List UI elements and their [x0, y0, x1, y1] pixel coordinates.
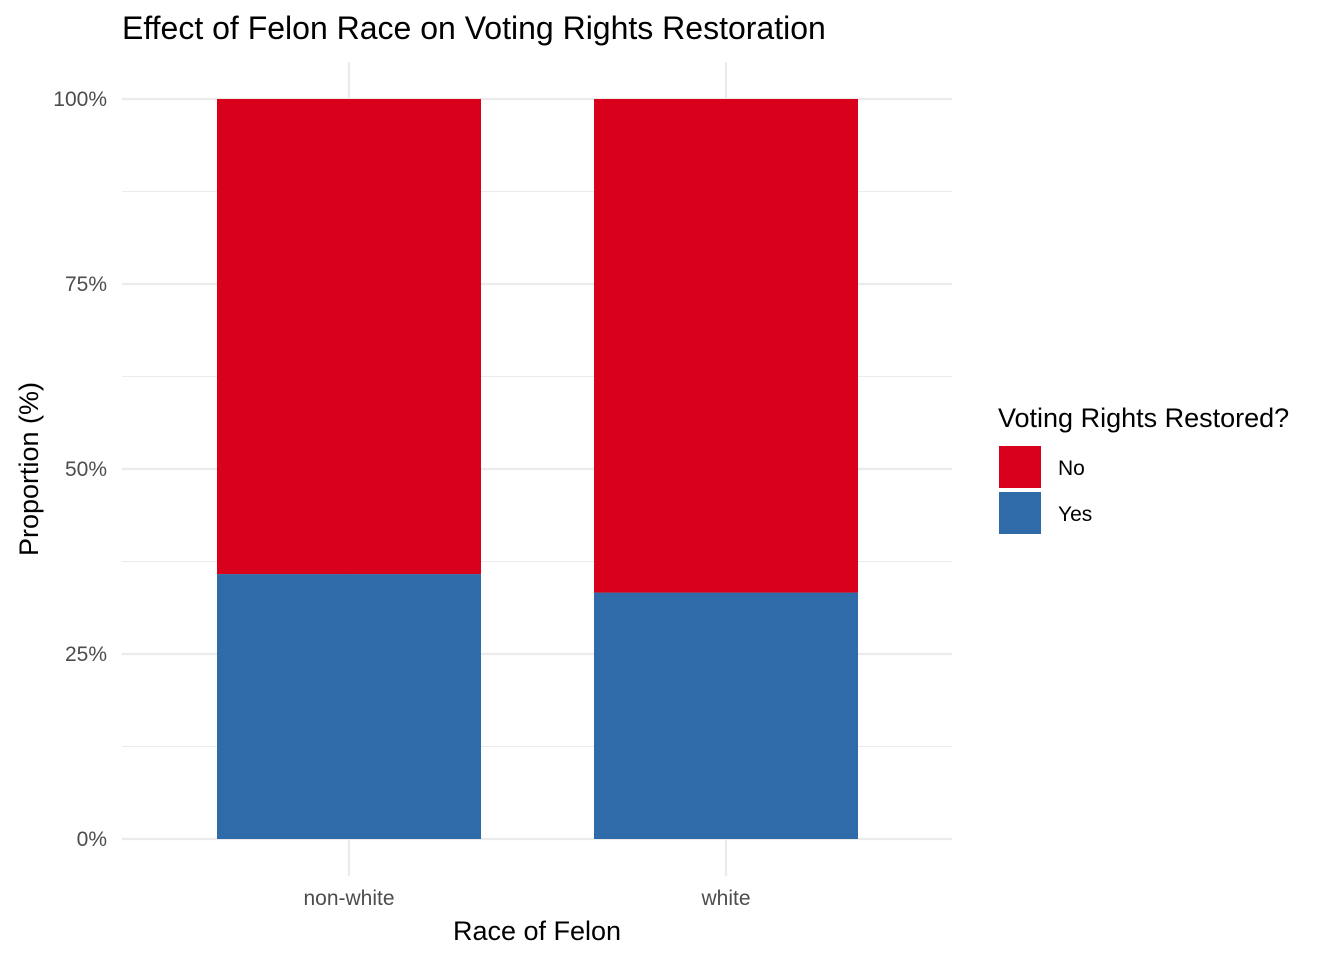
- x-tick-label: white: [700, 887, 750, 910]
- legend: Voting Rights Restored? No Yes: [998, 403, 1289, 534]
- legend-label-no: No: [1058, 457, 1085, 480]
- bars: [217, 99, 858, 839]
- y-axis-ticks: 0% 25% 50% 75% 100%: [53, 88, 107, 851]
- legend-title: Voting Rights Restored?: [998, 403, 1289, 433]
- bar-white-no: [594, 99, 858, 593]
- bar-non-white-no: [217, 99, 481, 575]
- legend-key-yes: [999, 492, 1041, 534]
- x-tick-label: non-white: [303, 887, 394, 910]
- y-tick-label: 75%: [65, 273, 107, 296]
- y-axis-title: Proportion (%): [14, 382, 44, 556]
- y-tick-label: 50%: [65, 458, 107, 481]
- legend-key-no: [999, 446, 1041, 488]
- legend-label-yes: Yes: [1058, 503, 1092, 526]
- bar-non-white-yes: [217, 574, 481, 839]
- y-tick-label: 25%: [65, 643, 107, 666]
- x-axis-ticks: non-white white: [303, 887, 750, 910]
- bar-white-yes: [594, 592, 858, 839]
- y-tick-label: 0%: [77, 828, 107, 851]
- y-tick-label: 100%: [53, 88, 107, 111]
- chart-title: Effect of Felon Race on Voting Rights Re…: [122, 10, 826, 46]
- x-axis-title: Race of Felon: [453, 916, 621, 946]
